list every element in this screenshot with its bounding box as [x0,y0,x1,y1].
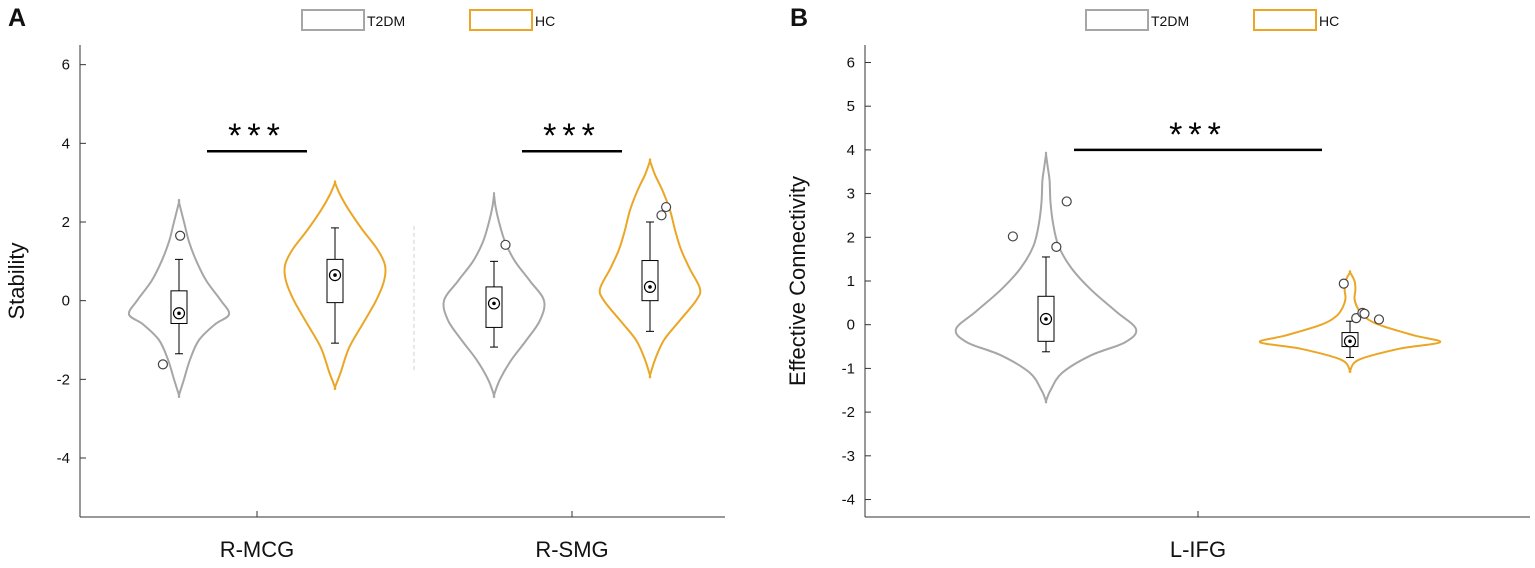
median-dot [333,273,337,277]
y-tick-label: -2 [57,371,70,388]
legend-label: HC [1319,13,1339,29]
y-axis-label: Effective Connectivity [785,176,810,386]
violin-t2dm [954,151,1138,404]
x-tick-label: R-SMG [535,537,608,562]
violin-hc [598,158,702,379]
median-dot [1348,339,1352,344]
outlier-point [1373,314,1385,325]
y-tick-label: 3 [847,186,855,203]
legend-swatch [1253,9,1317,31]
panel-label: A [8,4,26,32]
violin-hc [283,180,387,391]
outlier-point [1051,241,1062,253]
y-tick-label: -4 [57,450,70,467]
y-tick-label: 2 [847,229,855,246]
x-tick-label: L-IFG [1170,537,1226,562]
outlier-point [1061,196,1072,207]
y-tick-label: 4 [62,135,70,152]
outlier-point [656,210,667,221]
y-tick-label: 5 [847,98,855,115]
legend-label: HC [535,13,555,29]
violin-hc [1258,270,1442,373]
median-dot [1044,317,1048,321]
y-tick-label: 0 [847,317,855,334]
y-tick-label: 1 [847,273,855,290]
median-dot [177,311,181,316]
legend-label: T2DM [1151,13,1189,29]
y-axis-label: Stability [4,242,29,319]
legend-swatch [301,9,365,31]
y-tick-label: 6 [62,57,70,74]
legend-swatch [1085,9,1149,31]
outlier-point [1007,231,1018,242]
panel-b: B T2DM HC -4 -3 -2 -1 0 1 2 3 4 5 6 Effective Connecti… [785,4,1530,562]
y-tick-label: -1 [842,360,855,377]
significance-label: *** [228,117,286,155]
legend-swatch [469,9,533,31]
legend-label: T2DM [367,13,405,29]
median-dot [648,285,652,289]
panel-a: A T2DM HC -4 -2 0 2 4 6 Stability R-MCG R-SMG *** *** [4,4,725,562]
significance-label: *** [543,117,601,155]
significance-label: *** [1169,116,1227,154]
y-tick-label: 0 [62,293,70,310]
y-tick-label: -3 [842,448,855,465]
outlier-point [157,359,168,370]
y-tick-label: -2 [842,404,855,421]
outlier-point [1338,278,1349,289]
median-dot [492,301,496,306]
iqr-box [641,260,659,302]
y-tick-label: 6 [847,54,855,71]
outlier-point [1359,308,1370,319]
y-tick-label: 2 [62,214,70,231]
x-tick-label: R-MCG [220,537,295,562]
y-tick-label: 4 [847,142,855,159]
violin-t2dm [442,192,546,399]
outlier-point [500,239,511,250]
outlier-point [175,230,186,241]
y-tick-label: -4 [842,492,855,509]
panel-label: B [790,4,808,32]
violin-t2dm [127,198,231,399]
outlier-point [660,201,672,213]
